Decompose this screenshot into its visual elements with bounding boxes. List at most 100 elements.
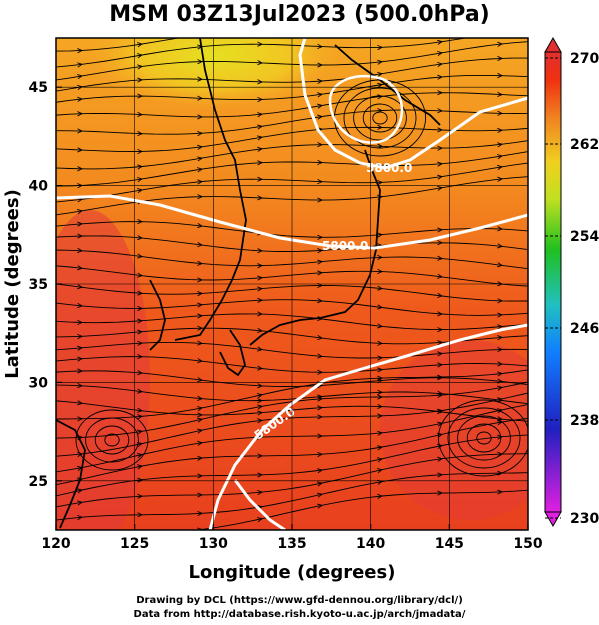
- streamline-arrow: [197, 428, 204, 434]
- streamline-arrow: [137, 219, 144, 225]
- streamline-arrow: [377, 82, 384, 88]
- streamline-arrow: [77, 111, 84, 117]
- streamline-arrow: [437, 127, 444, 133]
- streamline-arrow: [137, 340, 144, 346]
- streamline-arrow: [197, 76, 204, 82]
- streamline-arrow: [377, 71, 384, 77]
- streamline-arrow: [257, 517, 264, 523]
- streamline-arrow: [317, 178, 324, 185]
- streamline-arrow: [197, 179, 204, 185]
- streamline-arrow: [197, 33, 202, 37]
- streamline-arrow: [317, 394, 324, 400]
- streamline-arrow: [317, 405, 324, 411]
- streamline-arrow: [257, 398, 264, 404]
- x-tick-label: 125: [120, 536, 149, 552]
- streamline-arrow: [497, 20, 502, 24]
- streamline-arrow: [197, 222, 204, 229]
- streamline-arrow: [437, 375, 444, 381]
- y-tick-label: 35: [29, 277, 48, 293]
- streamline-arrow: [137, 42, 144, 48]
- streamline-arrow: [317, 25, 322, 29]
- streamline-arrow: [377, 445, 384, 451]
- streamline-arrow: [197, 291, 204, 297]
- streamline-arrow: [497, 176, 504, 182]
- streamline-arrow: [437, 374, 444, 380]
- streamline-swirl: [104, 433, 120, 447]
- streamline-arrow: [257, 263, 264, 269]
- streamline-arrow: [317, 197, 324, 203]
- streamline-arrow: [317, 353, 324, 359]
- streamline-arrow: [497, 154, 504, 160]
- streamline-arrow: [317, 142, 324, 148]
- streamline-arrow: [137, 148, 144, 155]
- streamline-arrow: [497, 72, 504, 79]
- streamline-arrow: [437, 408, 444, 414]
- y-tick-label: 30: [29, 375, 49, 391]
- streamline-arrow: [257, 79, 264, 85]
- credit-drawing: Drawing by DCL (https://www.gfd-dennou.o…: [136, 595, 463, 606]
- streamline-arrow: [377, 493, 384, 499]
- colorbar-lower-arrow: [544, 511, 562, 528]
- streamline-arrow: [377, 340, 384, 346]
- streamline-arrow: [377, 457, 384, 463]
- streamline-arrow: [197, 325, 204, 331]
- streamline-arrow: [77, 514, 84, 521]
- streamline-arrow: [497, 127, 504, 134]
- streamline-arrow: [437, 240, 444, 246]
- y-axis-ticks: 25 30 35 40 45: [29, 80, 62, 490]
- x-tick-label: 140: [356, 536, 385, 552]
- streamline-swirl: [362, 103, 398, 133]
- streamline-arrow: [197, 144, 204, 150]
- streamline-arrow: [497, 489, 504, 495]
- streamline-arrow: [257, 404, 264, 410]
- streamline-arrow: [257, 176, 264, 182]
- streamline-arrow: [77, 345, 84, 351]
- streamline-arrow: [137, 77, 144, 83]
- streamline-arrow: [497, 243, 504, 249]
- streamline-arrow: [437, 27, 442, 31]
- streamline-arrow: [497, 346, 504, 353]
- streamline-arrow: [197, 455, 204, 461]
- streamline-arrow: [437, 50, 444, 57]
- streamline-arrow: [137, 131, 144, 137]
- streamline-swirl: [343, 87, 417, 149]
- streamline-arrow: [137, 290, 144, 296]
- streamline-arrow: [317, 114, 324, 120]
- streamline-arrow: [137, 354, 144, 360]
- colorbar-upper-arrow: [544, 36, 562, 53]
- streamline-arrow: [497, 416, 504, 422]
- streamline-arrow: [197, 417, 204, 423]
- streamline-arrow: [197, 440, 204, 446]
- streamline-arrow: [317, 414, 324, 420]
- streamline-arrow: [437, 161, 444, 167]
- streamline-arrow: [77, 302, 84, 309]
- streamline-arrow: [437, 456, 444, 462]
- streamline-arrow: [77, 333, 84, 340]
- streamline-arrow: [197, 511, 204, 517]
- streamline-arrow: [317, 298, 324, 304]
- streamline-arrow: [377, 44, 384, 51]
- streamline-swirl: [447, 407, 521, 469]
- streamline-arrow: [497, 312, 504, 318]
- streamline-arrow: [197, 194, 204, 200]
- x-tick-label: 130: [199, 536, 228, 552]
- streamline-arrow: [257, 112, 264, 118]
- streamline-arrow: [137, 53, 144, 59]
- streamline-arrow: [497, 164, 504, 171]
- streamline-arrow: [197, 260, 204, 266]
- streamline-arrow: [257, 327, 264, 333]
- colorbar-tick-label: 238: [570, 413, 599, 429]
- streamline-arrow: [317, 481, 324, 487]
- streamline-arrow: [197, 156, 204, 162]
- streamline-arrow: [77, 208, 84, 215]
- streamline-arrow: [377, 28, 382, 32]
- streamline-swirl: [466, 423, 502, 453]
- streamline-arrow: [437, 472, 444, 478]
- streamline-arrow: [137, 414, 144, 420]
- streamline-arrow: [77, 48, 84, 54]
- streamline-arrow: [77, 221, 84, 227]
- streamline-arrow: [197, 95, 204, 101]
- streamline-arrow: [197, 406, 204, 412]
- streamline-arrow: [497, 110, 504, 116]
- streamline-arrow: [497, 298, 504, 304]
